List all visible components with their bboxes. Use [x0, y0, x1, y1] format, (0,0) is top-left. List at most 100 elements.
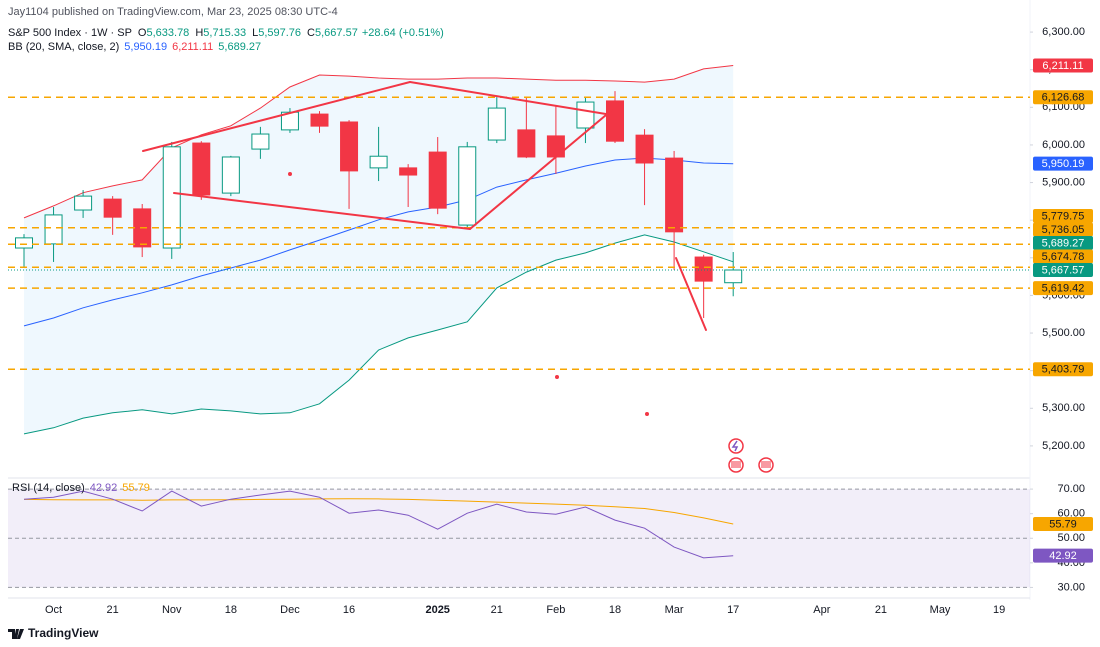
rsi-line [23, 490, 734, 559]
event-icon[interactable] [728, 438, 744, 454]
y-tick-label: 60.00 [1057, 508, 1085, 520]
candle-body [606, 100, 624, 142]
x-tick-label: 18 [609, 604, 621, 616]
x-tick-label: 21 [491, 604, 503, 616]
event-icon-glyph [761, 461, 771, 468]
event-icon-glyph [731, 461, 741, 468]
rsi-value: 42.92 [90, 482, 118, 494]
overlay-legend: BB (20, SMA, close, 2) 5,950.19 6,211.11 5,… [8, 41, 261, 53]
event-icons [728, 438, 774, 473]
candle-body [546, 135, 565, 158]
price-label-box [1033, 156, 1093, 171]
x-tick-label: 21 [107, 604, 119, 616]
y-tick-label: 5,900.00 [1042, 176, 1085, 188]
candle-body [635, 134, 654, 164]
trend-line [142, 81, 411, 152]
rsi-line [23, 498, 734, 525]
symbol-legend: S&P 500 Index · 1W · SP O5,633.78 H5,715.3… [8, 27, 444, 39]
price-label: 42.92 [1049, 550, 1077, 562]
brand-logo [8, 629, 24, 639]
candle-body [103, 198, 122, 218]
ohlc-key: O [138, 27, 147, 39]
price-label-box [1033, 362, 1093, 377]
price-label: 5,689.27 [1042, 237, 1085, 249]
price-label-box [1033, 548, 1093, 563]
price-label-box [1033, 249, 1093, 264]
price-label: 6,211.11 [1042, 60, 1083, 72]
ohlc-value: 5,633.78 [146, 27, 189, 39]
x-tick-label: 2025 [425, 604, 449, 616]
drawings [142, 81, 707, 331]
price-label-box [1033, 90, 1093, 105]
y-tick-label: 5,200.00 [1042, 440, 1085, 452]
candle-body [487, 107, 506, 141]
x-tick-label: 19 [993, 604, 1005, 616]
price-label: 5,674.78 [1042, 251, 1085, 263]
footer: TradingView [8, 626, 99, 640]
ohlc-key: L [252, 27, 258, 39]
publisher-line: Jay1104 published on TradingView.com, Ma… [8, 6, 338, 18]
price-label: 5,736.05 [1042, 224, 1085, 236]
ohlc-value: 5,715.33 [203, 27, 246, 39]
y-tick-label: 50.00 [1057, 532, 1085, 544]
rsi-value: 55.79 [122, 482, 150, 494]
candle-body [340, 121, 359, 172]
price-label: 6,126.68 [1042, 92, 1085, 104]
trend-line [409, 81, 613, 116]
candle-body [576, 101, 595, 129]
marker-dot [555, 375, 559, 379]
y-tick-label: 30.00 [1057, 581, 1085, 593]
event-icon-glyph [731, 440, 739, 452]
price-label-box [1033, 222, 1093, 237]
marker-dot [645, 412, 649, 416]
y-tick-label: 6,000.00 [1042, 139, 1085, 151]
x-tick-label: 17 [727, 604, 739, 616]
candle-body [251, 133, 270, 150]
x-tick-label: Nov [162, 604, 182, 616]
price-label-box [1033, 58, 1093, 73]
x-tick-label: Mar [665, 604, 684, 616]
candle-body [694, 256, 713, 282]
price-label: 55.79 [1049, 518, 1077, 530]
change: +28.64 (+0.51%) [362, 27, 444, 39]
x-tick-label: Dec [280, 604, 300, 616]
candle-body [428, 151, 447, 209]
price-label-box [1033, 263, 1093, 278]
x-tick-label: May [930, 604, 951, 616]
overlay-title: BB (20, SMA, close, 2) [8, 41, 119, 53]
price-label-box [1033, 281, 1093, 296]
candle-body [74, 195, 93, 211]
trend-line [469, 109, 613, 230]
x-tick-label: Feb [546, 604, 565, 616]
layers [8, 65, 1030, 588]
price-label-box [1033, 517, 1093, 532]
x-tick-label: 18 [225, 604, 237, 616]
labels: 5,200.005,300.005,400.005,500.005,600.00… [8, 26, 1093, 616]
candle-body [458, 146, 477, 226]
overlay-value: 5,689.27 [218, 41, 261, 53]
candle-body [665, 157, 684, 233]
candle-body [724, 269, 743, 284]
brand-name: TradingView [28, 626, 99, 640]
candle-body [192, 142, 211, 196]
y-tick-label: 6,300.00 [1042, 26, 1085, 38]
bb-line [23, 234, 734, 435]
rsi-legend: RSI (14, close) 42.92 55.79 [12, 482, 150, 494]
price-label-box [1033, 209, 1093, 224]
trend-line [173, 192, 471, 230]
price-label-box [1033, 236, 1093, 251]
candle-body [310, 113, 329, 127]
rsi-title: RSI (14, close) [12, 482, 85, 494]
overlay-value: 6,211.11 [172, 41, 213, 53]
candle-body [369, 155, 388, 169]
overlay-value: 5,950.19 [124, 41, 167, 53]
x-tick-label: Apr [813, 604, 830, 616]
candle-body [221, 156, 240, 194]
price-label: 5,619.42 [1042, 283, 1085, 295]
candle-body [44, 214, 63, 245]
candle-body [15, 237, 33, 249]
price-label: 5,403.79 [1042, 364, 1085, 376]
x-tick-label: 21 [875, 604, 887, 616]
bb-line [23, 157, 734, 327]
